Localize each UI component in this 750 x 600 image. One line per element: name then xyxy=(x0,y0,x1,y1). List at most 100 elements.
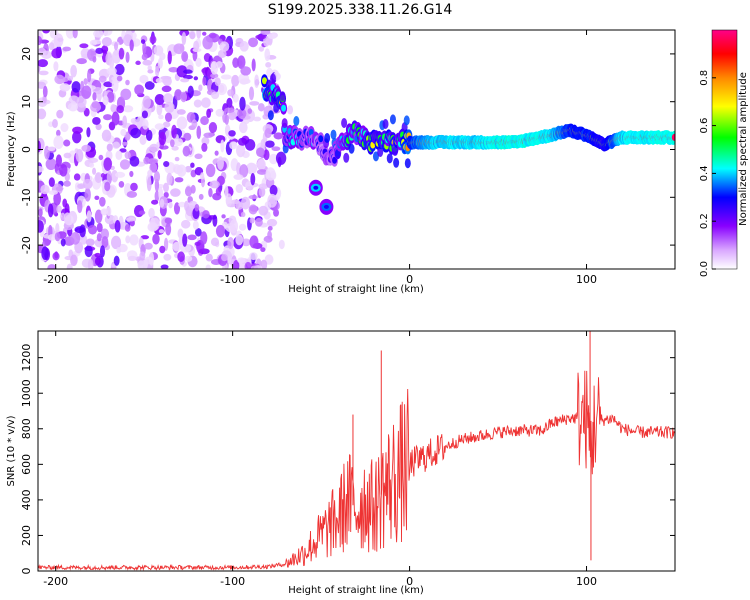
noise-blob xyxy=(116,105,124,114)
noise-blob xyxy=(141,53,148,61)
x-tick-label: 0 xyxy=(406,575,413,588)
noise-blob xyxy=(256,147,265,158)
noise-blob xyxy=(86,127,91,138)
noise-blob xyxy=(187,234,197,241)
noise-blob xyxy=(110,104,117,113)
noise-blob xyxy=(140,235,150,240)
noise-blob xyxy=(167,50,172,65)
noise-blob xyxy=(89,162,95,168)
ridge-scatter xyxy=(403,115,410,126)
noise-blob xyxy=(193,99,202,108)
noise-blob xyxy=(196,125,202,139)
noise-blob xyxy=(250,172,256,186)
noise-blob xyxy=(248,194,258,200)
noise-blob xyxy=(92,92,97,101)
noise-blob xyxy=(92,116,101,125)
noise-blob xyxy=(82,178,93,190)
noise-blob xyxy=(45,158,57,171)
ridge-core xyxy=(318,135,324,143)
noise-blob xyxy=(258,46,265,52)
noise-blob xyxy=(72,30,78,39)
noise-blob xyxy=(202,76,207,86)
noise-blob xyxy=(182,145,191,157)
noise-blob xyxy=(116,75,123,82)
noise-blob xyxy=(209,180,220,189)
noise-blob xyxy=(136,116,142,130)
noise-blob xyxy=(111,78,119,92)
noise-blob xyxy=(278,239,285,250)
noise-blob xyxy=(208,32,217,39)
noise-blob xyxy=(277,156,282,168)
top-x-ticks: -200 -100 0 100 xyxy=(43,30,597,286)
noise-blob xyxy=(237,108,247,119)
noise-blob xyxy=(56,205,62,213)
noise-blob xyxy=(52,252,60,261)
bottom-x-axis-label: Height of straight line (km) xyxy=(288,585,424,596)
noise-blob xyxy=(111,111,120,126)
noise-blob xyxy=(193,76,199,81)
noise-blob xyxy=(147,158,159,164)
noise-blob xyxy=(260,30,271,36)
noise-blob xyxy=(163,253,172,261)
ridge-scatter xyxy=(267,110,274,121)
colorbar-label: Normalized spectral amplitude xyxy=(738,72,749,226)
noise-blob xyxy=(264,48,271,62)
noise-blob xyxy=(76,95,87,108)
noise-blob xyxy=(56,109,64,119)
noise-blob xyxy=(60,238,66,247)
noise-blob xyxy=(256,169,268,175)
noise-blob xyxy=(139,135,147,145)
noise-blob xyxy=(184,186,193,197)
noise-blob xyxy=(96,222,103,233)
noise-blob xyxy=(208,122,218,134)
noise-blob xyxy=(98,75,107,83)
noise-blob xyxy=(171,145,179,151)
noise-blob xyxy=(53,33,64,48)
noise-blob xyxy=(184,255,193,262)
noise-blob xyxy=(152,233,160,245)
noise-blob xyxy=(198,84,203,92)
noise-blob xyxy=(195,57,202,68)
noise-blob xyxy=(258,183,269,190)
noise-blob xyxy=(235,143,246,158)
noise-blob xyxy=(169,139,175,148)
noise-blob xyxy=(180,243,192,253)
x-tick-label: -100 xyxy=(220,273,245,286)
ridge-scatter xyxy=(389,114,396,125)
noise-blob xyxy=(258,186,266,198)
noise-blob xyxy=(164,112,173,123)
noise-blob xyxy=(263,149,270,161)
noise-blob xyxy=(51,48,62,59)
noise-blob xyxy=(95,172,100,181)
snr-line xyxy=(38,370,675,571)
y-tick-label: 20 xyxy=(20,47,33,61)
noise-blob xyxy=(177,251,185,263)
snr-frame xyxy=(37,330,676,572)
noise-blob xyxy=(111,235,122,250)
noise-blob xyxy=(176,65,188,78)
noise-blob xyxy=(154,123,165,130)
noise-blob xyxy=(224,107,235,113)
noise-blob xyxy=(67,75,74,81)
noise-blob xyxy=(159,198,165,208)
noise-blob xyxy=(251,58,256,72)
noise-blob xyxy=(104,181,111,192)
ridge-scatter xyxy=(386,153,393,164)
noise-blob xyxy=(182,69,193,74)
noise-blob xyxy=(143,156,150,165)
noise-blob xyxy=(59,163,68,177)
noise-blob xyxy=(52,118,58,129)
ridge-core xyxy=(261,77,267,85)
noise-blob xyxy=(273,132,284,140)
noise-blob xyxy=(164,217,173,224)
noise-blob xyxy=(164,101,175,113)
noise-blob xyxy=(250,265,258,269)
spectrogram-background xyxy=(38,30,675,269)
noise-blob xyxy=(63,212,72,225)
noise-blob xyxy=(163,161,170,168)
noise-blob xyxy=(139,251,146,261)
y-tick-label: 10 xyxy=(20,95,33,109)
ridge-scatter xyxy=(269,73,276,84)
noise-blob xyxy=(72,131,82,144)
